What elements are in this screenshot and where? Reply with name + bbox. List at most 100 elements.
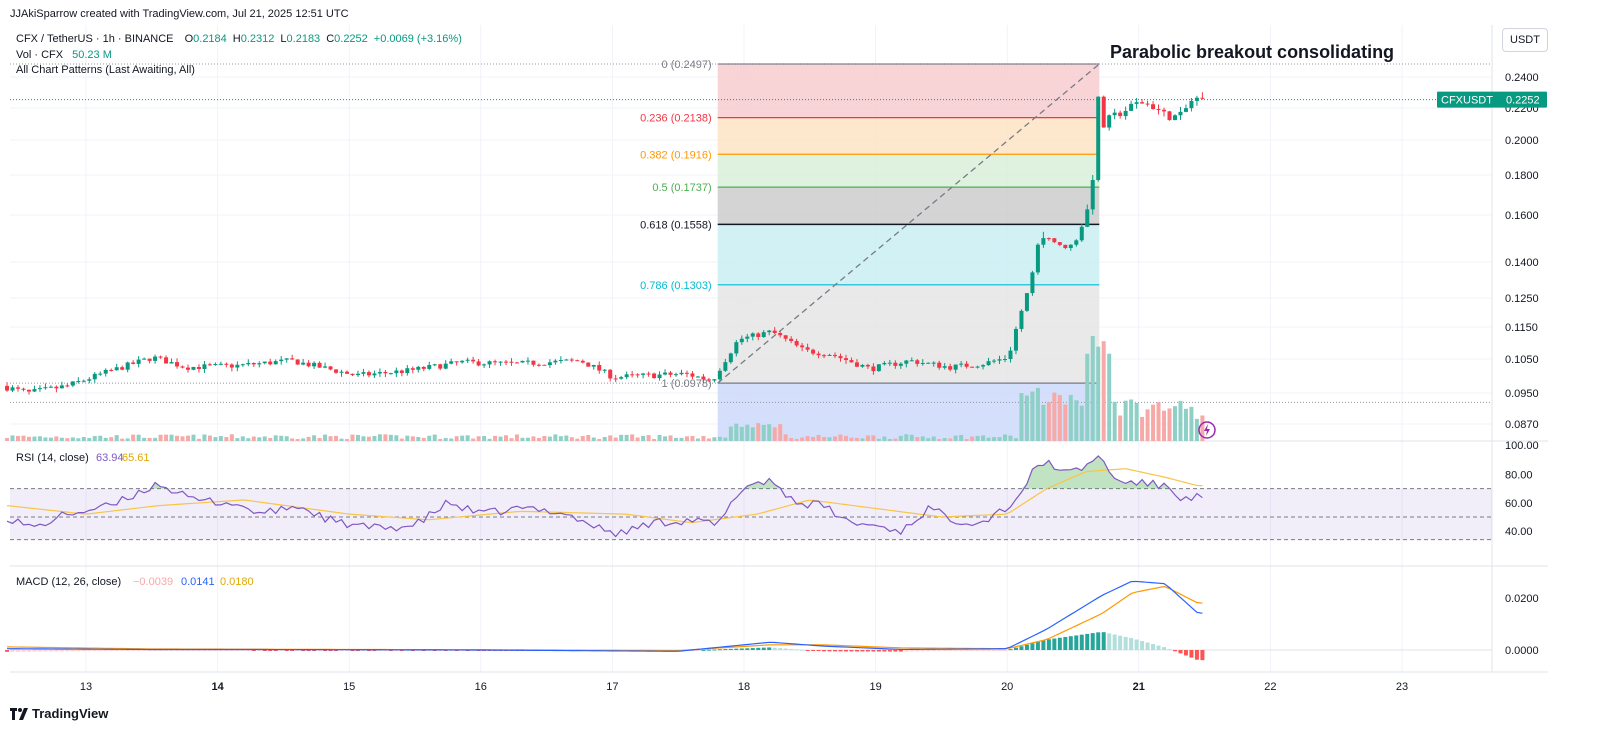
candle-body	[103, 369, 108, 374]
candle-body	[383, 371, 388, 374]
volume-bar	[76, 438, 81, 441]
volume-bar	[399, 438, 404, 441]
candle-body	[986, 361, 991, 366]
macd-histogram-bar	[734, 648, 739, 650]
macd-histogram-bar	[1123, 636, 1128, 650]
candle-body	[98, 373, 103, 375]
volume-bar	[262, 436, 267, 441]
macd-histogram-bar	[1063, 636, 1068, 650]
macd-histogram-bar	[1194, 650, 1199, 660]
candle-body	[920, 363, 925, 365]
candle-body	[959, 363, 964, 365]
macd-histogram-bar	[1183, 650, 1188, 656]
macd-histogram-bar	[783, 648, 788, 650]
candle-body	[142, 358, 147, 360]
candle-body	[1112, 112, 1117, 116]
volume-bar	[92, 435, 97, 441]
candle-body	[191, 366, 196, 370]
volume-bar	[388, 434, 393, 441]
candle-body	[876, 364, 881, 372]
macd-histogram-bar	[92, 650, 97, 652]
candle-body	[536, 364, 541, 366]
candle-body	[196, 366, 201, 369]
volume-bar	[706, 438, 711, 441]
candle-body	[175, 362, 180, 367]
candle-body	[756, 333, 761, 337]
candle-body	[948, 366, 953, 370]
macd-histogram-bar	[1134, 639, 1139, 650]
candle-body	[482, 364, 487, 366]
volume-bar	[553, 434, 558, 441]
macd-histogram-bar	[218, 650, 223, 651]
macd-histogram-bar	[399, 650, 404, 651]
candle-body	[860, 364, 865, 367]
rsi-overbought-fill	[7, 456, 1203, 489]
volume-bar	[1112, 401, 1117, 441]
candle-body	[926, 362, 931, 364]
macd-histogram-bar	[728, 648, 733, 650]
macd-histogram-bar	[750, 648, 755, 650]
price-axis-label: 0.1150	[1505, 322, 1538, 334]
candle-body	[257, 363, 262, 365]
candle-body	[147, 358, 152, 361]
candle-body	[399, 370, 404, 374]
macd-histogram-bar	[32, 650, 37, 652]
macd-histogram-bar	[959, 650, 964, 651]
fib-level-label: 0.5 (0.1737)	[652, 182, 711, 194]
volume-bar	[59, 437, 64, 441]
candle-body	[723, 362, 728, 371]
macd-histogram-bar	[1030, 643, 1035, 650]
volume-bar	[833, 436, 838, 441]
volume-bar	[1194, 418, 1199, 441]
currency-button[interactable]: USDT	[1502, 28, 1548, 52]
patterns-legend[interactable]: All Chart Patterns (Last Awaiting, All)	[16, 64, 195, 76]
volume-bar	[514, 434, 519, 441]
macd-histogram-bar	[16, 650, 21, 652]
volume-bar	[1107, 353, 1112, 441]
volume-bar	[1167, 408, 1172, 441]
volume-bar	[992, 437, 997, 441]
macd-histogram-bar	[158, 650, 163, 651]
candle-body	[509, 361, 514, 363]
candle-body	[1019, 310, 1024, 329]
volume-bar	[876, 438, 881, 441]
volume-bar	[54, 436, 59, 441]
fib-zone	[717, 224, 1100, 285]
volume-bar	[1024, 395, 1029, 441]
volume-bar	[1041, 404, 1046, 441]
macd-histogram-bar	[202, 650, 207, 651]
volume-bar	[591, 437, 596, 441]
fib-trend-line	[717, 63, 1100, 384]
volume-bar	[756, 423, 761, 441]
volume-bar	[1162, 410, 1167, 441]
candle-body	[81, 380, 86, 382]
macd-histogram-bar	[207, 650, 212, 651]
ohlc-key: L	[280, 33, 287, 45]
volume-bar	[196, 438, 201, 441]
tradingview-logo-text: TradingView	[32, 706, 109, 721]
volume-bar	[493, 435, 498, 441]
volume-bar	[564, 435, 569, 441]
volume-bar	[931, 436, 936, 441]
volume-bar	[1096, 346, 1101, 441]
macd-histogram-bar	[421, 650, 426, 651]
candle-body	[663, 372, 668, 375]
volume-bar	[1046, 402, 1051, 441]
volume-bar	[734, 423, 739, 441]
macd-histogram-bar	[843, 650, 848, 652]
macd-histogram-bar	[59, 650, 64, 652]
volume-bar	[120, 438, 125, 441]
volume-bar	[317, 437, 322, 441]
candle-body	[224, 363, 229, 365]
volume-bar	[295, 439, 300, 441]
macd-histogram-bar	[723, 649, 728, 651]
macd-histogram-bar	[849, 650, 854, 652]
macd-histogram-bar	[372, 650, 377, 651]
symbol-title[interactable]: CFX / TetherUS · 1h · BINANCE	[16, 33, 174, 45]
candle-body	[37, 388, 42, 390]
candle-body	[1096, 96, 1101, 180]
candle-body	[701, 376, 706, 380]
volume-bar	[794, 438, 799, 441]
volume-bar	[1101, 341, 1106, 441]
